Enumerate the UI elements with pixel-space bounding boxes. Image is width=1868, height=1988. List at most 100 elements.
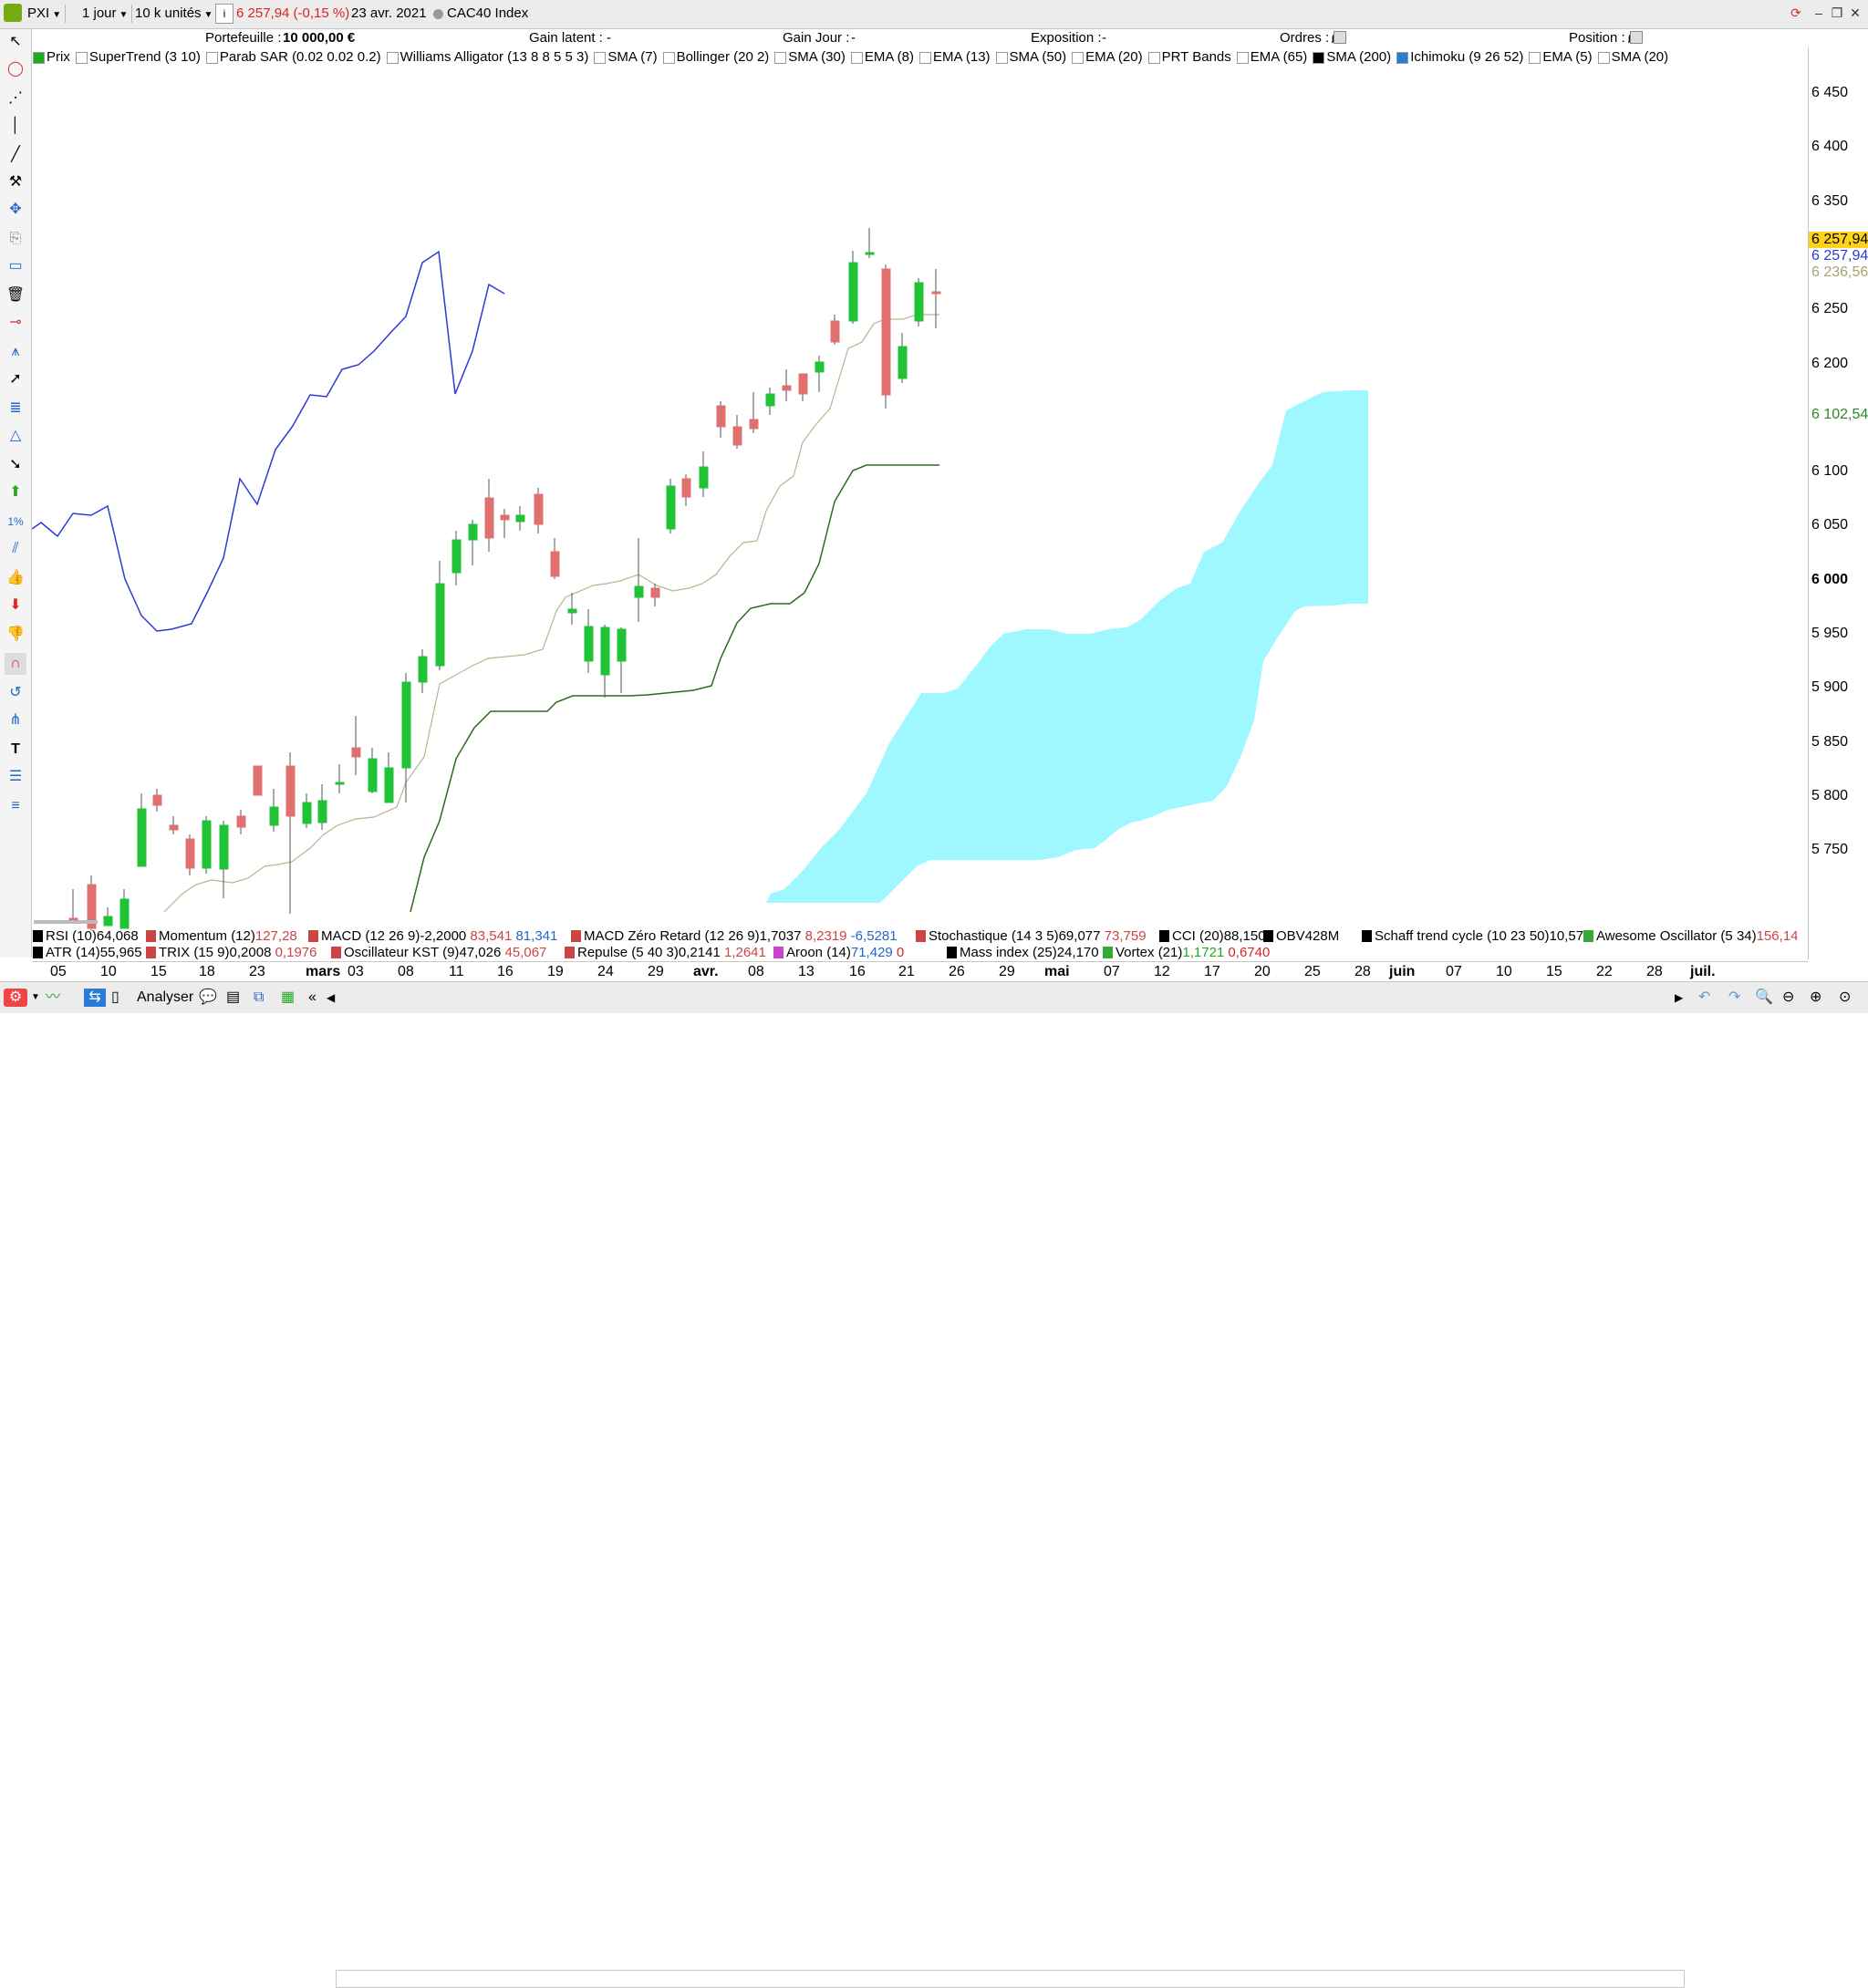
- indicator-item[interactable]: OBV428M: [1263, 928, 1339, 944]
- legend-item[interactable]: Bollinger (20 2): [662, 49, 769, 65]
- up-arrow-icon[interactable]: ⬆: [9, 484, 22, 500]
- tools-icon[interactable]: ⚒: [8, 174, 23, 190]
- down-arrow-icon[interactable]: ⬇: [9, 597, 22, 613]
- checkbox-icon[interactable]: [75, 51, 88, 64]
- analyser-button[interactable]: Analyser: [137, 989, 194, 1005]
- chat-icon[interactable]: 💬: [199, 989, 217, 1005]
- legend-item[interactable]: Prix: [33, 49, 70, 65]
- legend-item[interactable]: EMA (65): [1236, 49, 1307, 65]
- checkbox-icon[interactable]: [1313, 51, 1325, 64]
- trash-icon[interactable]: 🗑: [5, 287, 26, 303]
- scroll-left-icon[interactable]: ◀: [327, 991, 336, 1004]
- checkbox-icon[interactable]: [386, 51, 399, 64]
- checkbox-icon[interactable]: [774, 51, 787, 64]
- zoom-area-icon[interactable]: 🔍: [1755, 989, 1773, 1005]
- legend-item[interactable]: Parab SAR (0.02 0.02 0.2): [205, 49, 381, 65]
- collapse-icon[interactable]: «: [308, 989, 317, 1005]
- ellipse-tool-icon[interactable]: ◯: [7, 61, 24, 77]
- legend-item[interactable]: PRT Bands: [1147, 49, 1231, 65]
- zoom-out-icon[interactable]: ⊖: [1782, 989, 1795, 1005]
- checkbox-icon[interactable]: [1072, 51, 1084, 64]
- cursor-icon[interactable]: ↖: [9, 34, 22, 49]
- orders-box-icon[interactable]: [1334, 31, 1346, 44]
- checkbox-icon[interactable]: [919, 51, 932, 64]
- cycle-tool-icon[interactable]: ↺: [9, 685, 22, 700]
- rectangle-tool-icon[interactable]: ▭: [8, 258, 23, 274]
- channel-tool-icon[interactable]: ⫽: [12, 541, 19, 556]
- checkbox-icon[interactable]: [205, 51, 218, 64]
- chart-type-icon[interactable]: ⚙: [4, 989, 27, 1007]
- legend-item[interactable]: SMA (7): [594, 49, 658, 65]
- indicator-item[interactable]: Vortex (21)1,1721 0,6740: [1103, 945, 1270, 960]
- line-chart-icon[interactable]: 〰: [46, 989, 61, 1005]
- app-icon[interactable]: [4, 4, 22, 22]
- symbol-selector[interactable]: PXI ▼: [27, 5, 67, 23]
- legend-item[interactable]: SMA (200): [1313, 49, 1391, 65]
- pitchfork-icon[interactable]: ⋔: [9, 712, 22, 728]
- date-axis[interactable]: 05 10 15 18 23 mars 03 08 11 16 19 24 29 avr. 08 13 16 21…: [32, 961, 1808, 980]
- legend-item[interactable]: Ichimoku (9 26 52): [1396, 49, 1523, 65]
- indicator-item[interactable]: MACD (12 26 9)-2,2000 83,541 81,341: [308, 928, 557, 944]
- arrow-line-icon[interactable]: ➘: [9, 457, 22, 472]
- redo-icon[interactable]: ↷: [1728, 989, 1741, 1005]
- horizontal-fib-icon[interactable]: ☰: [8, 769, 23, 784]
- indicator-item[interactable]: MACD Zéro Retard (12 26 9)1,7037 8,2319 …: [571, 928, 898, 944]
- indicator-item[interactable]: Repulse (5 40 3)0,2141 1,2641: [565, 945, 766, 960]
- units-selector[interactable]: 10 k unités ▼: [135, 5, 218, 23]
- legend-item[interactable]: EMA (13): [919, 49, 991, 65]
- zoom-in-icon[interactable]: ⊕: [1810, 989, 1822, 1005]
- move-icon[interactable]: ✥: [9, 202, 22, 217]
- text-tool-icon[interactable]: T: [11, 741, 20, 757]
- info-icon[interactable]: i: [215, 4, 234, 24]
- indicator-item[interactable]: Oscillateur KST (9)47,026 45,067: [331, 945, 546, 960]
- legend-item[interactable]: SMA (30): [774, 49, 846, 65]
- thumbs-down-icon[interactable]: 👎: [6, 626, 25, 642]
- indicator-item[interactable]: Stochastique (14 3 5)69,077 73,759: [916, 928, 1147, 944]
- minimize-icon[interactable]: –: [1815, 5, 1822, 20]
- period-selector[interactable]: 1 jour ▼: [82, 5, 133, 23]
- arrow-tool-icon[interactable]: ➚: [9, 371, 22, 387]
- vertical-line-icon[interactable]: │: [11, 118, 20, 133]
- fibonacci-fan-icon[interactable]: ⩚: [11, 344, 20, 359]
- window-icon[interactable]: ⧉: [254, 989, 265, 1005]
- horizontal-line-icon[interactable]: ⊸: [9, 315, 22, 330]
- list-icon[interactable]: ▤: [226, 989, 241, 1005]
- checkbox-icon[interactable]: [33, 51, 45, 64]
- indicator-item[interactable]: Mass index (25)24,170: [947, 945, 1099, 960]
- price-chart[interactable]: [32, 47, 1808, 959]
- checkbox-icon[interactable]: [594, 51, 607, 64]
- checkbox-icon[interactable]: [850, 51, 863, 64]
- checkbox-icon[interactable]: [1597, 51, 1610, 64]
- legend-item[interactable]: SMA (50): [995, 49, 1066, 65]
- layout-icon[interactable]: ▯: [111, 989, 119, 1005]
- legend-item[interactable]: EMA (5): [1529, 49, 1593, 65]
- undo-icon[interactable]: ↶: [1698, 989, 1711, 1005]
- refresh-icon[interactable]: ⟳: [1790, 5, 1801, 20]
- checkbox-icon[interactable]: [1236, 51, 1249, 64]
- zoom-reset-icon[interactable]: ⊙: [1839, 989, 1852, 1005]
- triangle-tool-icon[interactable]: △: [9, 428, 22, 443]
- indicator-item[interactable]: TRIX (15 9)0,2008 0,1976: [146, 945, 317, 960]
- indicator-item[interactable]: Momentum (12)127,28: [146, 928, 297, 944]
- share-icon[interactable]: ⇆: [84, 989, 106, 1007]
- legend-item[interactable]: SMA (20): [1597, 49, 1668, 65]
- checkbox-icon[interactable]: [662, 51, 675, 64]
- indicator-item[interactable]: CCI (20)88,150: [1159, 928, 1266, 944]
- checkbox-icon[interactable]: [1529, 51, 1541, 64]
- copy-icon[interactable]: ⎘: [9, 231, 22, 246]
- indicator-item[interactable]: Awesome Oscillator (5 34)156,14: [1583, 928, 1799, 944]
- trendline-icon[interactable]: ╱: [11, 147, 20, 162]
- position-box-icon[interactable]: [1630, 31, 1643, 44]
- chart-settings-icon[interactable]: ▦: [281, 989, 296, 1005]
- restore-icon[interactable]: ❐: [1831, 5, 1843, 20]
- magnet-icon[interactable]: ∩: [5, 653, 26, 675]
- checkbox-icon[interactable]: [1147, 51, 1160, 64]
- indicator-item[interactable]: Aroon (14)71,429 0: [773, 945, 904, 960]
- indicator-item[interactable]: Schaff trend cycle (10 23 50)10,579: [1362, 928, 1591, 944]
- legend-item[interactable]: SuperTrend (3 10): [75, 49, 201, 65]
- legend-item[interactable]: EMA (8): [850, 49, 914, 65]
- legend-item[interactable]: Williams Alligator (13 8 8 5 5 3): [386, 49, 588, 65]
- checkbox-icon[interactable]: [1396, 51, 1409, 64]
- percent-tool-icon[interactable]: 1%: [7, 515, 24, 528]
